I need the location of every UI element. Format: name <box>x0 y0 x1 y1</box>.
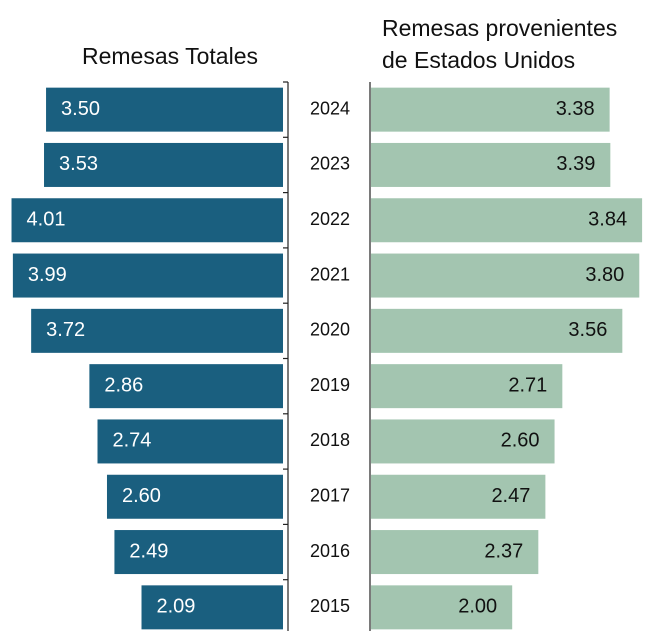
value-label-right: 2.60 <box>501 430 540 452</box>
value-label-right: 3.38 <box>556 98 595 120</box>
value-label-left: 2.49 <box>129 540 168 562</box>
left-title: Remesas Totales <box>82 43 258 69</box>
value-label-left: 2.09 <box>157 596 196 618</box>
category-label: 2018 <box>310 430 350 450</box>
bar-right <box>371 87 610 132</box>
value-label-right: 2.71 <box>508 374 547 396</box>
value-label-right: 2.47 <box>491 485 530 507</box>
bar-left <box>141 585 283 630</box>
bar-right <box>371 198 643 243</box>
bar-right <box>371 364 563 409</box>
value-label-left: 2.60 <box>122 485 161 507</box>
category-label: 2022 <box>310 209 350 229</box>
value-label-left: 2.86 <box>104 374 143 396</box>
bar-right <box>371 142 611 187</box>
bar-left <box>89 364 284 409</box>
value-label-left: 2.74 <box>113 430 152 452</box>
bar-left <box>114 530 283 575</box>
category-label: 2017 <box>310 486 350 506</box>
category-label: 2023 <box>310 154 350 174</box>
category-label: 2020 <box>310 320 350 340</box>
bar-left <box>106 474 283 519</box>
value-label-left: 3.72 <box>46 319 85 341</box>
value-label-left: 4.01 <box>27 209 66 231</box>
bar-left <box>11 198 283 243</box>
value-label-right: 3.80 <box>585 264 624 286</box>
bar-right <box>371 474 546 519</box>
bar-right <box>371 585 513 630</box>
bar-left <box>44 142 284 187</box>
category-label: 2015 <box>310 596 350 616</box>
bar-left <box>97 419 283 464</box>
category-label: 2024 <box>310 98 350 118</box>
bar-left <box>12 253 283 298</box>
bar-right <box>371 530 539 575</box>
value-label-right: 3.56 <box>568 319 607 341</box>
bar-right <box>371 308 623 353</box>
value-label-left: 3.53 <box>59 153 98 175</box>
value-label-left: 3.50 <box>61 98 100 120</box>
value-label-right: 3.39 <box>556 153 595 175</box>
right-title: Remesas provenientes de Estados Unidos <box>382 15 618 73</box>
bar-left <box>31 308 283 353</box>
value-label-right: 3.84 <box>588 209 627 231</box>
category-label: 2021 <box>310 264 350 284</box>
category-label: 2016 <box>310 541 350 561</box>
value-label-right: 2.00 <box>458 596 497 618</box>
bar-right <box>371 253 640 298</box>
bar-left <box>46 87 283 132</box>
value-label-left: 3.99 <box>28 264 67 286</box>
bar-right <box>371 419 555 464</box>
category-label: 2019 <box>310 375 350 395</box>
value-label-right: 2.37 <box>484 540 523 562</box>
